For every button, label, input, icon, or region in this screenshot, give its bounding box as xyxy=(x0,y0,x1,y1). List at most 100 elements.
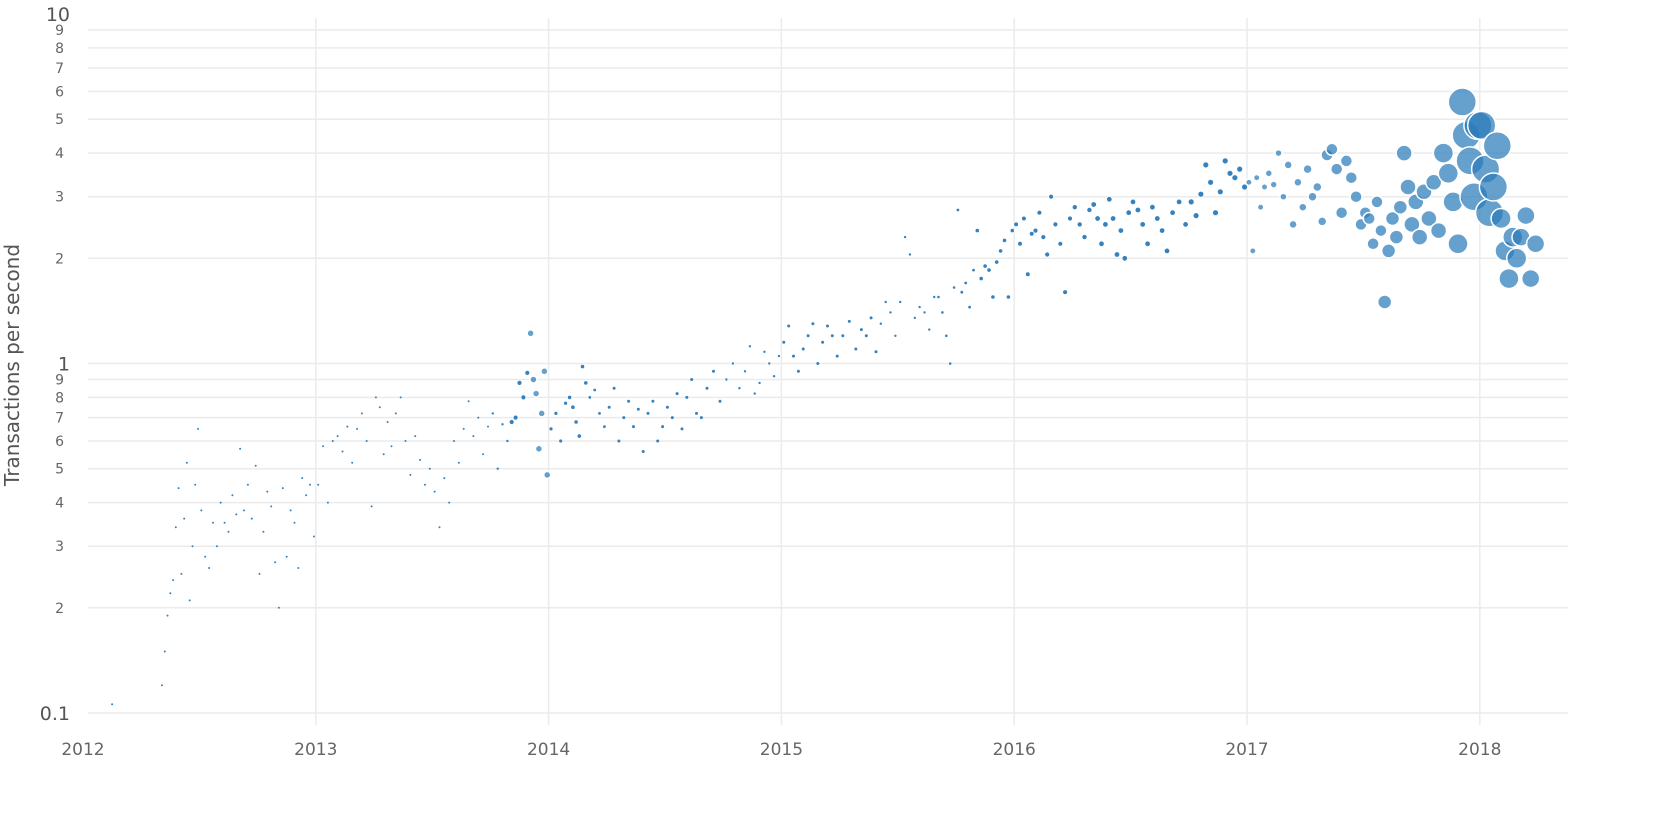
data-point xyxy=(409,473,412,476)
y-tick-label: 10 xyxy=(46,4,70,26)
data-point xyxy=(194,483,197,486)
data-point xyxy=(1241,183,1248,191)
data-point xyxy=(472,435,475,438)
data-point xyxy=(548,426,554,432)
data-point xyxy=(994,259,1000,265)
data-point xyxy=(912,315,917,320)
x-tick-label: 2014 xyxy=(527,740,570,760)
data-point xyxy=(587,395,592,400)
data-point xyxy=(351,461,354,464)
data-point xyxy=(1482,130,1513,161)
data-point xyxy=(1244,178,1253,187)
y-tick-label: 5 xyxy=(55,462,64,478)
data-point xyxy=(1009,228,1015,234)
data-point xyxy=(1370,195,1384,209)
data-point xyxy=(1424,173,1443,192)
data-point xyxy=(326,501,329,504)
data-point xyxy=(477,416,480,419)
data-point xyxy=(239,447,242,450)
data-point xyxy=(661,425,665,429)
data-point xyxy=(1520,268,1541,289)
data-point xyxy=(1090,201,1097,208)
data-point xyxy=(197,427,199,430)
data-point xyxy=(365,440,368,442)
data-point xyxy=(1154,215,1161,222)
data-point xyxy=(423,483,426,486)
data-point xyxy=(737,386,742,391)
horizontal-gridlines xyxy=(88,29,1568,714)
data-point xyxy=(1490,207,1512,230)
data-point xyxy=(597,411,602,416)
data-point xyxy=(254,464,257,467)
data-point xyxy=(305,494,308,497)
data-point xyxy=(243,509,245,512)
y-tick-label: 3 xyxy=(55,539,64,555)
y-tick-label: 6 xyxy=(55,85,64,101)
data-point xyxy=(690,378,694,381)
x-axis-ticks: 2012 2013 2014 2015 2016 2017 2018 xyxy=(61,740,1501,760)
data-point xyxy=(1129,198,1137,206)
data-point xyxy=(874,350,878,354)
data-point xyxy=(1076,221,1083,228)
data-point xyxy=(386,421,389,423)
data-point xyxy=(534,444,544,454)
data-point xyxy=(1098,240,1105,247)
data-point xyxy=(1028,231,1035,237)
data-point xyxy=(487,425,489,428)
data-point xyxy=(462,427,465,430)
data-point xyxy=(767,361,772,366)
data-point xyxy=(1366,237,1380,251)
data-point xyxy=(792,354,795,358)
data-point xyxy=(467,400,470,403)
data-point xyxy=(898,299,903,304)
data-point xyxy=(1505,247,1528,270)
data-point xyxy=(1052,221,1059,228)
data-point xyxy=(959,290,964,295)
data-point xyxy=(482,453,485,456)
data-point xyxy=(718,399,722,403)
data-point xyxy=(1036,209,1043,216)
data-point xyxy=(262,530,265,533)
data-point xyxy=(963,280,968,286)
data-point xyxy=(1207,178,1214,186)
data-point xyxy=(1113,251,1121,258)
data-point xyxy=(448,501,451,504)
data-point xyxy=(632,425,635,429)
data-point xyxy=(772,374,777,379)
data-point xyxy=(1283,160,1293,170)
data-point xyxy=(1192,212,1200,220)
data-point xyxy=(1139,221,1146,228)
data-point xyxy=(1001,237,1008,243)
data-point xyxy=(553,410,559,416)
data-point xyxy=(646,411,650,415)
x-tick-label: 2017 xyxy=(1225,740,1268,760)
data-point xyxy=(390,445,393,448)
data-point xyxy=(183,517,186,520)
data-point xyxy=(185,461,188,464)
data-point xyxy=(508,419,515,425)
data-point xyxy=(948,361,953,366)
data-point xyxy=(1125,209,1132,216)
data-point xyxy=(982,263,988,269)
data-point xyxy=(951,285,957,290)
data-point xyxy=(297,567,300,569)
data-point xyxy=(762,349,767,354)
data-point xyxy=(978,275,984,282)
data-point xyxy=(374,396,377,399)
data-point xyxy=(1057,240,1064,247)
data-point xyxy=(235,513,238,516)
data-point xyxy=(967,304,972,310)
data-point xyxy=(757,380,762,385)
data-point xyxy=(1447,87,1478,117)
data-point xyxy=(816,362,820,365)
data-point xyxy=(592,387,597,393)
data-point xyxy=(200,509,203,512)
data-point xyxy=(1339,154,1354,168)
data-point xyxy=(743,369,748,374)
data-point xyxy=(1248,246,1257,255)
data-point xyxy=(670,416,674,420)
data-point xyxy=(806,334,810,338)
data-point xyxy=(986,267,992,273)
y-tick-label: 2 xyxy=(55,251,64,267)
